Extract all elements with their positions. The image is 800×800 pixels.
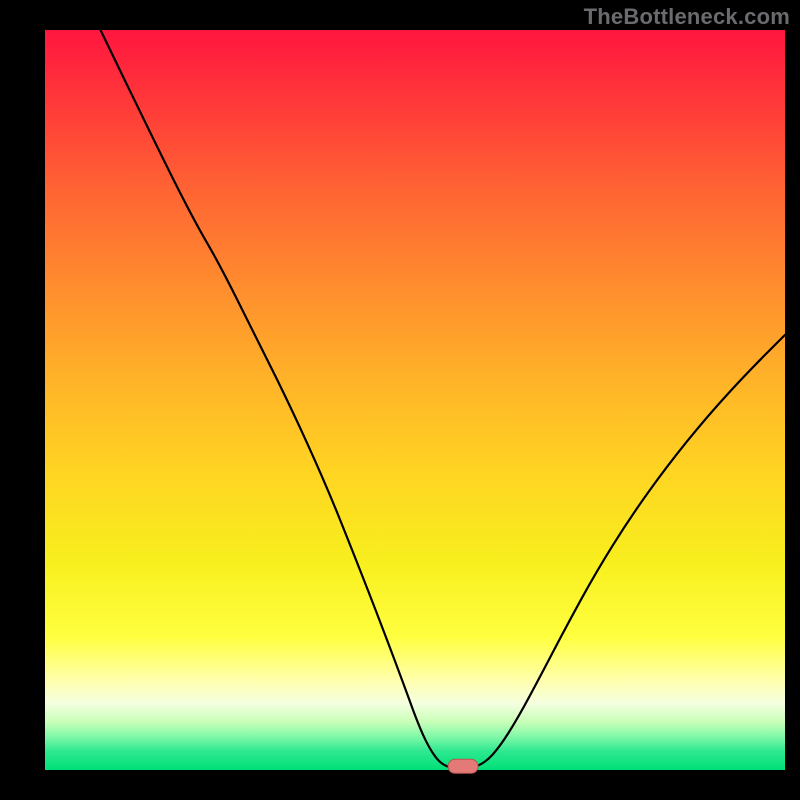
optimal-marker — [448, 759, 478, 773]
bottleneck-chart — [0, 0, 800, 800]
plot-area — [45, 30, 785, 770]
chart-container: TheBottleneck.com — [0, 0, 800, 800]
watermark-text: TheBottleneck.com — [584, 4, 790, 30]
